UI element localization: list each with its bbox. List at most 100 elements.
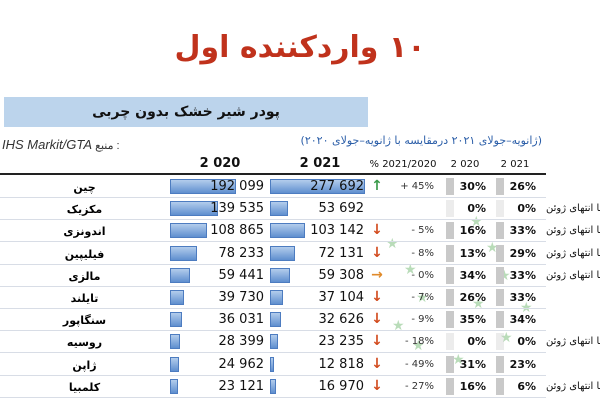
bar-2020 [170, 201, 218, 217]
share-2021: 6% [517, 379, 536, 393]
country-label: تایلند [70, 292, 99, 305]
share-2021: 26% [509, 180, 536, 193]
bar-2021 [270, 223, 306, 239]
value-2021: 16 970 [318, 378, 365, 394]
row-divider [0, 374, 546, 376]
share-2020: 0% [467, 202, 486, 216]
star-icon: ★ [412, 338, 425, 354]
arrow-down-icon: ↓ [371, 311, 383, 328]
country-label: مالزی [68, 269, 101, 283]
star-icon: ★ [470, 214, 483, 230]
value-2020: 36 031 [218, 312, 265, 328]
value-2020: 192 099 [210, 179, 264, 194]
value-2020: 78 233 [218, 245, 265, 261]
value-2020: 28 399 [218, 334, 265, 350]
pct-change: - 27% [404, 380, 434, 392]
pct-change: - 7% [411, 292, 434, 303]
share-bar-2020 [446, 355, 454, 373]
share-2020: 30% [459, 180, 486, 193]
share-2021: 0% [517, 335, 536, 349]
country-label: فیلیپین [64, 247, 105, 261]
share-bar-2021 [496, 355, 504, 373]
value-2020: 23 121 [218, 378, 265, 394]
share-2020: 34% [459, 268, 486, 282]
country-label: چین [73, 181, 96, 194]
share-2020: 0% [467, 335, 486, 349]
value-2020: 39 730 [218, 290, 265, 305]
value-2020: 139 535 [210, 201, 264, 217]
header-pct-change: % 2021/2020 [369, 159, 437, 170]
row-divider [0, 241, 546, 243]
row-note: تا انتهای ژوئن [546, 380, 600, 392]
bar-2021 [270, 356, 275, 372]
star-icon: ★ [500, 330, 513, 346]
row-divider [0, 219, 546, 221]
period-note: (ژانویه–جولای ۲۰۲۱ درمقایسه با ژانویه–جو… [300, 134, 542, 147]
bar-2020 [170, 223, 208, 239]
share-bar-2021 [496, 333, 504, 351]
share-bar-2020 [446, 377, 454, 395]
share-bar-2021 [496, 266, 504, 284]
bar-2020 [170, 267, 191, 283]
pct-change: - 49% [404, 358, 434, 370]
arrow-down-icon: ↓ [371, 333, 383, 350]
bar-2020 [170, 334, 180, 350]
pct-change: - 0% [411, 269, 434, 281]
row-note: تا انتهای ژوئن [546, 225, 600, 237]
country-label: مکزیک [66, 203, 103, 217]
share-2021: 33% [509, 291, 536, 304]
pct-change: - 5% [411, 225, 434, 237]
country-label: کلمبیا [68, 380, 101, 394]
country-label: اندونزی [63, 225, 106, 239]
arrow-right-icon: → [371, 266, 383, 283]
row-divider [0, 285, 546, 287]
share-2020: 16% [459, 379, 486, 393]
bar-2021 [270, 201, 289, 217]
star-icon: ★ [392, 318, 405, 334]
table-row: چین 192 099 277 692 ↑ + 45% 30% 26% [0, 176, 600, 198]
source-line: IHS Markit/GTA منبع : [2, 137, 120, 152]
header-vol-2020: 2 020 [199, 156, 241, 171]
pct-change: - 9% [411, 314, 434, 326]
share-2021: 0% [517, 202, 536, 216]
table-row: روسیه 28 399 23 235 ↓ - 18% 0% 0% تا انتهای ژوئ… [0, 331, 600, 354]
bar-2021 [270, 267, 291, 283]
share-bar-2020 [446, 222, 454, 240]
share-2020: 13% [459, 246, 486, 260]
row-note: تا انتهای ژوئن [546, 269, 600, 281]
row-divider [0, 352, 546, 354]
pct-change: - 8% [411, 247, 434, 259]
table-row: مالزی 59 441 59 308 → - 0% 34% 33% تا انتهای ژو… [0, 265, 600, 287]
table-row: تایلند 39 730 37 104 ↓ - 7% 26% 33% [0, 287, 600, 309]
arrow-up-icon: ↑ [371, 178, 383, 194]
share-bar-2021 [496, 311, 504, 329]
table-row: مکزیک 139 535 53 692 0% 0% تا انتهای ژوئن [0, 198, 600, 221]
bar-2021 [270, 312, 282, 328]
share-bar-2020 [446, 333, 454, 351]
value-2020: 24 962 [218, 356, 265, 372]
share-bar-2020 [446, 311, 454, 329]
header-share-2020: 2 020 [450, 159, 480, 170]
row-note: تا انتهای ژوئن [546, 247, 600, 259]
share-bar-2020 [446, 244, 454, 262]
arrow-down-icon: ↓ [371, 355, 383, 372]
source-label: منبع : [95, 140, 120, 152]
share-2020: 35% [459, 313, 486, 327]
row-divider [0, 197, 546, 198]
share-2020: 16% [459, 224, 486, 238]
bar-2021 [270, 334, 278, 350]
page-title: ۱۰ واردکننده اول [174, 30, 426, 65]
row-divider [0, 263, 546, 265]
share-2021: 33% [509, 268, 536, 282]
header-share-2021: 2 021 [500, 159, 530, 170]
bar-2021 [270, 179, 366, 194]
value-2021: 37 104 [318, 290, 365, 305]
table-row: سنگاپور 36 031 32 626 ↓ - 9% 35% 34% [0, 309, 600, 332]
share-bar-2021 [496, 377, 504, 395]
share-bar-2020 [446, 178, 454, 195]
share-bar-2021 [496, 244, 504, 262]
share-2021: 34% [509, 313, 536, 327]
value-2021: 103 142 [310, 223, 364, 239]
value-2021: 59 308 [318, 267, 365, 283]
bar-2020 [170, 245, 197, 261]
